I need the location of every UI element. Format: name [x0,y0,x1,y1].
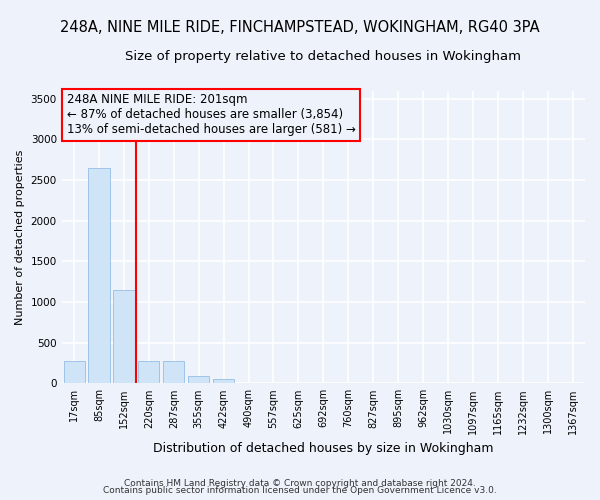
Bar [213,379,234,384]
Title: Size of property relative to detached houses in Wokingham: Size of property relative to detached ho… [125,50,521,63]
X-axis label: Distribution of detached houses by size in Wokingham: Distribution of detached houses by size … [153,442,494,455]
Bar [138,361,160,384]
Text: 248A NINE MILE RIDE: 201sqm
← 87% of detached houses are smaller (3,854)
13% of : 248A NINE MILE RIDE: 201sqm ← 87% of det… [67,94,356,136]
Bar [163,361,184,384]
Text: 248A, NINE MILE RIDE, FINCHAMPSTEAD, WOKINGHAM, RG40 3PA: 248A, NINE MILE RIDE, FINCHAMPSTEAD, WOK… [60,20,540,35]
Text: Contains public sector information licensed under the Open Government Licence v3: Contains public sector information licen… [103,486,497,495]
Y-axis label: Number of detached properties: Number of detached properties [15,149,25,324]
Text: Contains HM Land Registry data © Crown copyright and database right 2024.: Contains HM Land Registry data © Crown c… [124,478,476,488]
Bar [64,361,85,384]
Bar [88,168,110,384]
Bar [113,290,134,384]
Bar [188,376,209,384]
